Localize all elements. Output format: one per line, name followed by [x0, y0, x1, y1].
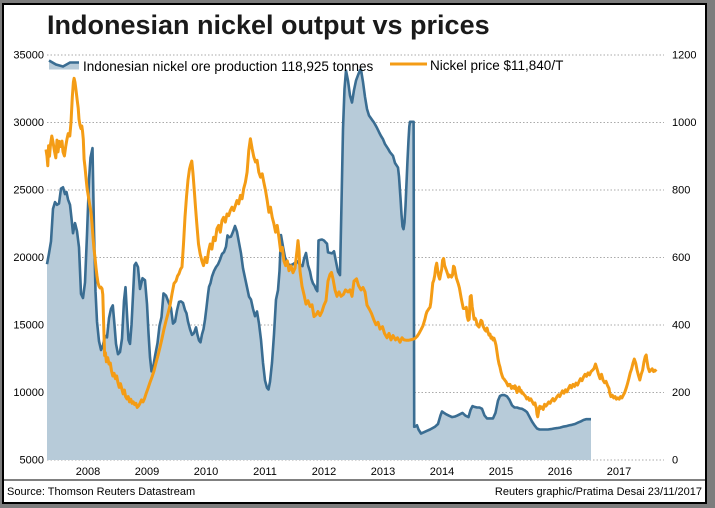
svg-text:2012: 2012: [312, 466, 336, 478]
svg-text:2014: 2014: [430, 466, 454, 478]
svg-text:2011: 2011: [253, 466, 277, 478]
svg-text:25000: 25000: [13, 185, 44, 197]
svg-text:15000: 15000: [13, 320, 44, 332]
svg-text:2017: 2017: [607, 466, 631, 478]
svg-text:Indonesian nickel ore producti: Indonesian nickel ore production 118,925…: [83, 59, 373, 74]
svg-text:2010: 2010: [194, 466, 218, 478]
svg-text:2015: 2015: [489, 466, 513, 478]
svg-text:2016: 2016: [548, 466, 572, 478]
svg-text:5000: 5000: [20, 455, 44, 467]
svg-text:1200: 1200: [672, 50, 696, 62]
svg-text:35000: 35000: [13, 50, 44, 62]
svg-text:10000: 10000: [13, 387, 44, 399]
svg-text:Indonesian nickel output vs pr: Indonesian nickel output vs prices: [47, 10, 490, 40]
svg-text:2008: 2008: [76, 466, 100, 478]
svg-text:Reuters graphic/Pratima Desai: Reuters graphic/Pratima Desai 23/11/2017: [495, 486, 702, 498]
svg-text:20000: 20000: [13, 252, 44, 264]
svg-text:Nickel price $11,840/T: Nickel price $11,840/T: [430, 58, 563, 73]
svg-text:400: 400: [672, 320, 690, 332]
svg-text:800: 800: [672, 185, 690, 197]
svg-text:2009: 2009: [135, 466, 159, 478]
svg-text:1000: 1000: [672, 117, 696, 129]
svg-text:600: 600: [672, 252, 690, 264]
svg-text:200: 200: [672, 387, 690, 399]
svg-text:0: 0: [672, 455, 678, 467]
svg-text:Source: Thomson Reuters Datast: Source: Thomson Reuters Datastream: [7, 486, 195, 498]
svg-text:2013: 2013: [371, 466, 395, 478]
svg-text:30000: 30000: [13, 117, 44, 129]
